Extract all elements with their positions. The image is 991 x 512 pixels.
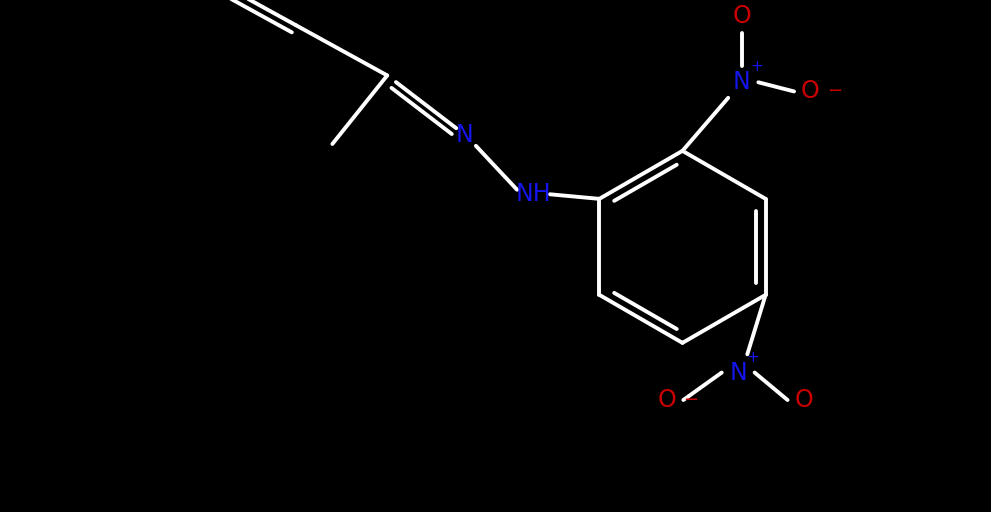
Text: O: O xyxy=(801,79,820,103)
Text: O: O xyxy=(732,5,751,29)
Text: O: O xyxy=(657,388,676,412)
Text: NH: NH xyxy=(515,182,551,206)
Text: N: N xyxy=(729,360,747,385)
Text: +: + xyxy=(746,350,759,365)
Text: O: O xyxy=(795,388,814,412)
Text: N: N xyxy=(456,123,474,147)
Text: −: − xyxy=(826,82,842,100)
Text: +: + xyxy=(750,59,763,74)
Text: −: − xyxy=(684,391,699,409)
Text: N: N xyxy=(733,70,751,94)
